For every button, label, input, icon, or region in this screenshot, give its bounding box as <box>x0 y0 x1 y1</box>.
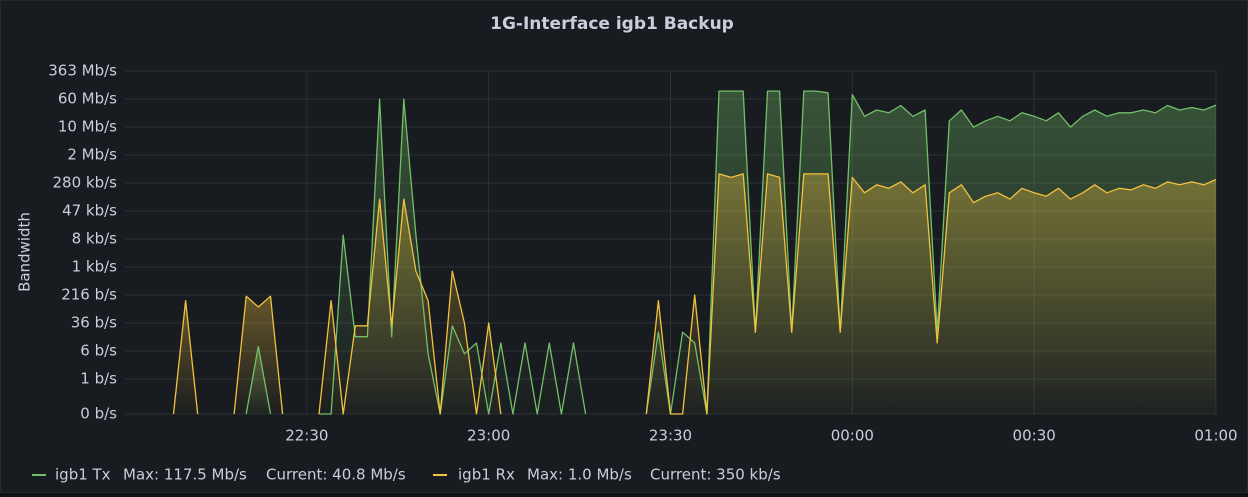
chart-title: 1G-Interface igb1 Backup <box>490 14 734 34</box>
legend-max: Max: 1.0 Mb/s <box>527 466 632 484</box>
y-tick-label: 60 Mb/s <box>58 90 117 108</box>
y-axis-label: Bandwidth <box>16 212 34 292</box>
series-area <box>646 173 1216 414</box>
x-tick-label: 00:00 <box>831 427 874 445</box>
y-tick-label: 2 Mb/s <box>67 146 117 164</box>
x-tick-label: 01:00 <box>1194 427 1237 445</box>
y-tick-label: 10 Mb/s <box>58 118 117 136</box>
legend-current: Current: 350 kb/s <box>650 466 781 484</box>
labels: 0 b/s 1 b/s 6 b/s 36 b/s 216 b/s 1 kb/s 8 kb/s… <box>32 62 1238 484</box>
lines <box>172 90 1217 415</box>
series-line <box>233 295 284 415</box>
series-line <box>245 345 272 415</box>
series-line <box>318 198 502 415</box>
series-line <box>645 90 1217 415</box>
y-tick-label: 6 b/s <box>80 342 117 360</box>
y-tick-label: 47 kb/s <box>62 202 117 220</box>
series-line <box>172 300 199 415</box>
areas <box>173 91 1216 414</box>
x-tick-label: 00:30 <box>1013 427 1056 445</box>
y-tick-label: 216 b/s <box>61 286 117 304</box>
y-tick-label: 1 kb/s <box>72 258 118 276</box>
y-tick-label: 8 kb/s <box>72 230 118 248</box>
legend-label: igb1 Rx <box>458 466 515 484</box>
x-tick-label: 22:30 <box>285 427 328 445</box>
legend-current: Current: 40.8 Mb/s <box>266 466 406 484</box>
series-area <box>173 300 198 414</box>
x-tick-label: 23:00 <box>467 427 510 445</box>
legend-label: igb1 Tx <box>55 466 111 484</box>
y-tick-label: 363 Mb/s <box>48 62 117 80</box>
y-tick-label: 1 b/s <box>80 370 117 388</box>
series-area <box>234 296 283 414</box>
series-line <box>319 98 587 415</box>
y-tick-label: 36 b/s <box>71 314 117 332</box>
y-tick-label: 0 b/s <box>80 405 117 423</box>
legend-max: Max: 117.5 Mb/s <box>123 466 247 484</box>
series-area <box>319 199 501 414</box>
y-tick-label: 280 kb/s <box>53 174 118 192</box>
series-line <box>645 173 1217 415</box>
x-tick-label: 23:30 <box>649 427 692 445</box>
